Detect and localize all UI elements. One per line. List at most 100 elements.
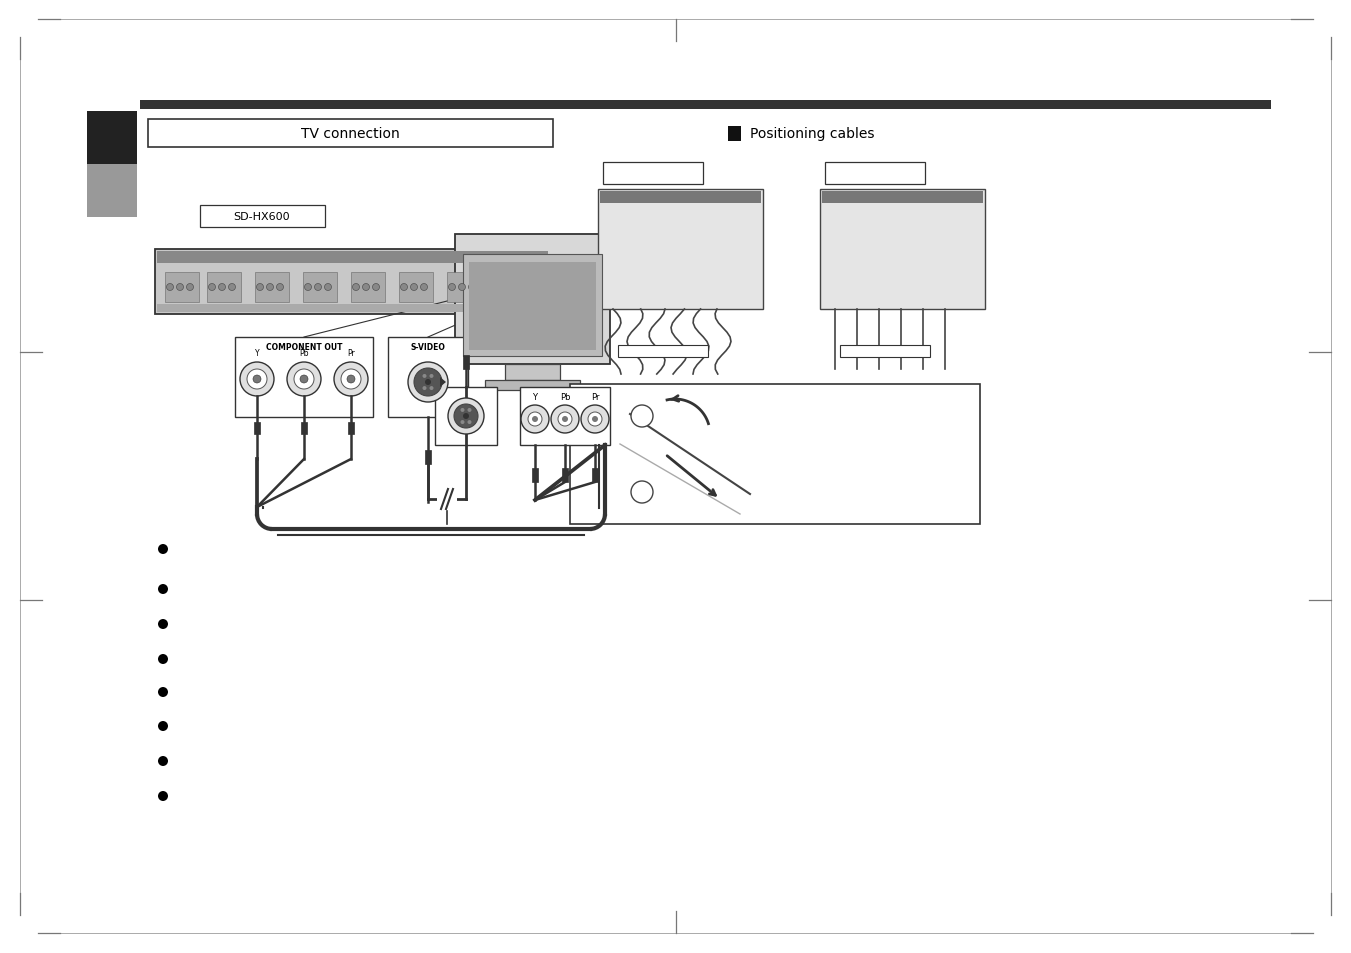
Text: TV connection: TV connection <box>301 127 400 141</box>
Circle shape <box>631 481 653 503</box>
Circle shape <box>277 284 284 292</box>
Circle shape <box>315 284 322 292</box>
Circle shape <box>257 284 263 292</box>
Circle shape <box>208 284 216 292</box>
Circle shape <box>411 284 417 292</box>
Circle shape <box>588 413 603 427</box>
Text: Y: Y <box>255 349 259 357</box>
Circle shape <box>158 687 168 698</box>
Bar <box>165 273 199 303</box>
Circle shape <box>219 284 226 292</box>
Circle shape <box>304 284 312 292</box>
Circle shape <box>467 420 471 425</box>
Circle shape <box>426 379 431 386</box>
Bar <box>592 469 598 482</box>
Circle shape <box>458 284 466 292</box>
Circle shape <box>240 363 274 396</box>
Circle shape <box>340 370 361 390</box>
Circle shape <box>430 375 434 378</box>
Bar <box>494 273 530 303</box>
Circle shape <box>528 413 542 427</box>
Text: Positioning cables: Positioning cables <box>750 127 874 141</box>
Circle shape <box>423 387 427 391</box>
Circle shape <box>516 284 523 292</box>
Bar <box>157 305 549 313</box>
Bar <box>447 273 481 303</box>
Circle shape <box>430 387 434 391</box>
Bar <box>303 273 336 303</box>
Bar <box>505 365 561 380</box>
Circle shape <box>177 284 184 292</box>
Circle shape <box>334 363 367 396</box>
Text: Pb: Pb <box>559 393 570 402</box>
Circle shape <box>467 409 471 413</box>
Text: Pr: Pr <box>590 393 600 402</box>
Bar <box>200 206 326 228</box>
Circle shape <box>551 406 580 434</box>
Circle shape <box>158 619 168 629</box>
Bar <box>235 337 373 417</box>
Bar <box>562 469 567 482</box>
Circle shape <box>247 370 267 390</box>
Circle shape <box>186 284 193 292</box>
Circle shape <box>532 416 538 422</box>
Bar <box>485 380 580 391</box>
Circle shape <box>353 284 359 292</box>
Bar <box>821 192 984 204</box>
Bar <box>435 388 497 446</box>
Circle shape <box>158 544 168 555</box>
Circle shape <box>581 406 609 434</box>
Polygon shape <box>440 377 446 388</box>
Bar <box>349 422 354 435</box>
Circle shape <box>286 363 322 396</box>
Circle shape <box>158 757 168 766</box>
Circle shape <box>521 406 549 434</box>
Bar <box>532 469 538 482</box>
Bar <box>603 163 703 185</box>
Bar <box>254 422 259 435</box>
Circle shape <box>507 284 513 292</box>
Bar <box>520 388 611 446</box>
Bar <box>570 385 979 524</box>
Bar <box>728 127 740 142</box>
Bar <box>207 273 240 303</box>
Circle shape <box>408 363 449 402</box>
Bar <box>86 112 136 165</box>
Circle shape <box>562 416 567 422</box>
Bar <box>825 163 925 185</box>
Circle shape <box>631 406 653 428</box>
Bar <box>255 273 289 303</box>
Circle shape <box>373 284 380 292</box>
Bar <box>426 451 431 464</box>
Circle shape <box>266 284 273 292</box>
Circle shape <box>347 375 355 384</box>
Bar <box>388 337 467 417</box>
Bar <box>820 190 985 310</box>
Circle shape <box>228 284 235 292</box>
Bar <box>86 165 136 218</box>
Text: Pr: Pr <box>347 349 355 357</box>
Circle shape <box>324 284 331 292</box>
Bar <box>463 355 469 370</box>
Bar <box>455 234 611 365</box>
Circle shape <box>454 405 478 429</box>
Circle shape <box>469 284 476 292</box>
Bar <box>436 488 457 512</box>
Text: S-VIDEO: S-VIDEO <box>411 343 446 352</box>
Bar <box>149 120 553 148</box>
Circle shape <box>253 375 261 384</box>
Text: SD-HX600: SD-HX600 <box>234 212 290 222</box>
Circle shape <box>362 284 370 292</box>
Bar <box>141 101 1271 110</box>
Bar <box>463 254 603 356</box>
Text: COMPONENT OUT: COMPONENT OUT <box>266 343 342 352</box>
Circle shape <box>158 655 168 664</box>
Circle shape <box>158 584 168 595</box>
Text: Pb: Pb <box>300 349 309 357</box>
Circle shape <box>463 414 469 419</box>
Bar <box>617 346 708 357</box>
Circle shape <box>423 375 427 378</box>
Circle shape <box>461 409 465 413</box>
Circle shape <box>461 420 465 425</box>
Bar <box>399 273 434 303</box>
